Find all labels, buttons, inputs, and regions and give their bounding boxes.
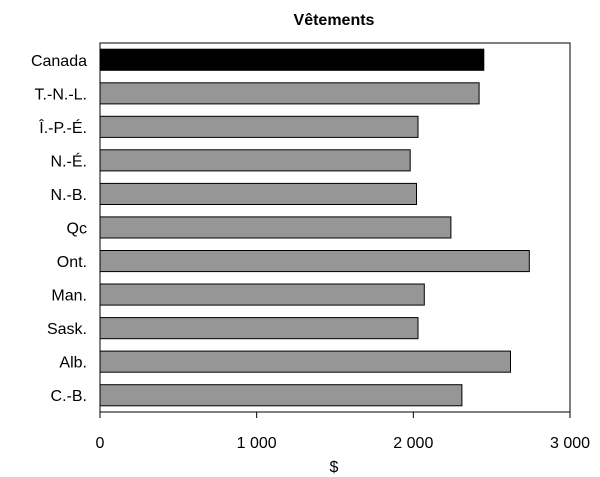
x-tick-label: 1 000 bbox=[237, 435, 277, 452]
category-label: N.-B. bbox=[51, 187, 87, 204]
category-label: Qc bbox=[67, 221, 87, 238]
x-axis-label: $ bbox=[330, 459, 339, 476]
bar-6 bbox=[99, 250, 530, 273]
bar-0 bbox=[99, 48, 485, 71]
x-tick-label: 3 000 bbox=[550, 435, 590, 452]
bar-10 bbox=[99, 384, 463, 407]
bar-2 bbox=[99, 115, 419, 138]
x-tick-label: 2 000 bbox=[393, 435, 433, 452]
bar-9 bbox=[99, 350, 511, 373]
category-label: T.-N.-L. bbox=[35, 86, 87, 103]
bar-7 bbox=[99, 283, 425, 306]
chart-title: Vêtements bbox=[294, 12, 375, 29]
category-label: Alb. bbox=[59, 355, 87, 372]
category-label: Î.-P.-É. bbox=[38, 118, 87, 137]
category-label: Sask. bbox=[47, 321, 87, 338]
bar-8 bbox=[99, 317, 419, 340]
category-label: N.-É. bbox=[51, 151, 87, 170]
bar-5 bbox=[99, 216, 452, 239]
category-label: Canada bbox=[31, 53, 87, 70]
plot-area: Canada T.-N.-L. Î.-P.-É. N.-É. N.-B. Qc Ont. Ma… bbox=[31, 42, 590, 452]
bar-4 bbox=[99, 182, 417, 205]
x-tick-label: 0 bbox=[96, 435, 105, 452]
category-label: C.-B. bbox=[51, 388, 87, 405]
category-label: Ont. bbox=[57, 254, 87, 271]
bar-1 bbox=[99, 82, 480, 105]
bar-3 bbox=[99, 149, 411, 172]
category-label: Man. bbox=[51, 288, 87, 305]
